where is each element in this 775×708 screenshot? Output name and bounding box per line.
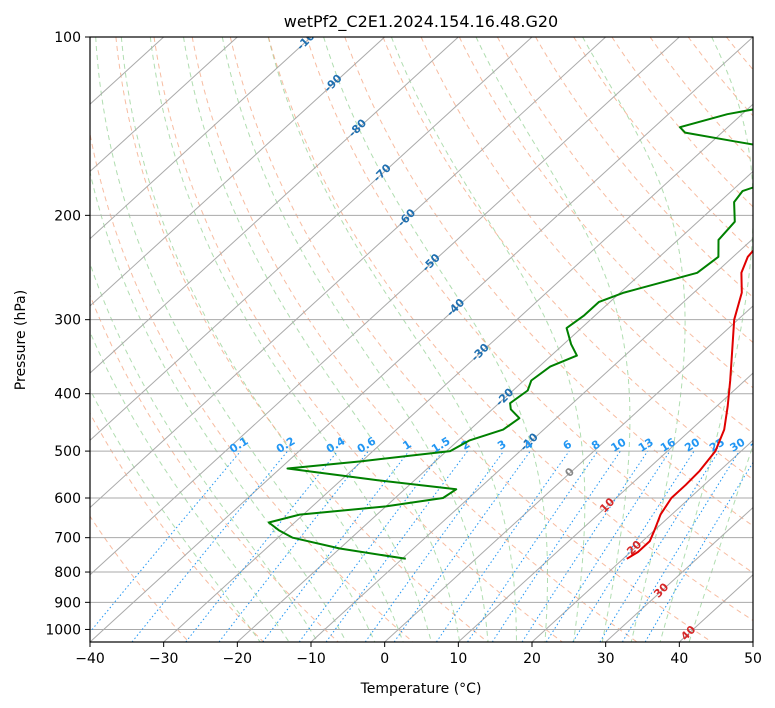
mixing-ratio-line (131, 450, 288, 642)
mixing-ratio-lines (90, 450, 753, 642)
mixing-ratio-line (467, 450, 599, 642)
x-tick-label: 30 (597, 651, 615, 667)
dry-adiabat-line (611, 37, 753, 208)
moist-adiabat-line (582, 37, 686, 642)
moist-adiabat-line (90, 169, 347, 642)
dry-adiabat-line (344, 37, 753, 527)
dry-adiabat-line (90, 412, 264, 642)
mixing-ratio-line (364, 450, 505, 642)
profiles (267, 108, 753, 560)
moist-adiabat-line (90, 330, 290, 642)
temperature-profile-line (626, 249, 753, 560)
x-tick-label: 50 (744, 651, 762, 667)
isotherm-line (90, 37, 459, 374)
moist-adiabat-line (323, 37, 548, 642)
moist-adiabat-line (221, 37, 489, 642)
dry-adiabat-line (649, 37, 753, 163)
plot-frame (89, 36, 754, 643)
x-tick-label: 0 (380, 651, 389, 667)
dry-adiabat-line (90, 131, 414, 642)
y-tick-label: 600 (54, 491, 81, 507)
dry-adiabat-line (153, 37, 563, 642)
y-tick-label: 200 (54, 208, 81, 224)
x-tick-label: −30 (149, 651, 179, 667)
dewpoint-profile-line (267, 108, 753, 560)
dry-adiabat-line (535, 37, 753, 298)
dry-adiabat-line (382, 37, 753, 481)
y-tick-label: 300 (54, 313, 81, 329)
isotherm-line (90, 37, 607, 509)
mixing-ratio-label: 36 (748, 435, 768, 454)
dry-adiabat-line (496, 37, 753, 344)
mixing-ratio-line (621, 450, 740, 642)
y-tick-label: 800 (54, 565, 81, 581)
isotherm-line (90, 37, 753, 642)
moist-adiabat-line (390, 37, 586, 642)
x-axis-ticks: −40 −30 −20 −10 0 10 20 30 40 50 (75, 642, 762, 667)
x-tick-label: 40 (670, 651, 688, 667)
mixing-ratio-line (298, 450, 444, 642)
y-tick-label: 500 (54, 444, 81, 460)
y-tick-label: 900 (54, 595, 81, 611)
moist-adiabat-line (90, 388, 261, 642)
y-axis-label: Pressure (hPa) (13, 290, 29, 390)
isotherm-line (90, 37, 386, 307)
isotherm-line (310, 237, 753, 642)
x-axis-label: Temperature (°C) (360, 681, 482, 697)
moist-adiabat-line (688, 443, 753, 642)
mixing-ratio-line (572, 450, 695, 642)
moist-adiabat-line (659, 37, 753, 642)
x-tick-label: −10 (296, 651, 326, 667)
y-tick-label: 400 (54, 387, 81, 403)
mixing-ratio-line (90, 450, 242, 633)
isotherm-line (90, 37, 312, 240)
isotherm-line (531, 439, 753, 642)
moist-adiabat-line (120, 37, 404, 642)
y-tick-label: 100 (54, 30, 81, 46)
isotherm-line (90, 37, 238, 173)
dry-adiabats (90, 37, 753, 642)
x-tick-label: 20 (523, 651, 541, 667)
mixing-ratio-line (545, 450, 671, 642)
moist-adiabat-line (475, 37, 631, 642)
x-tick-label: −20 (223, 651, 253, 667)
mixing-ratio-line (262, 450, 410, 642)
mixing-ratio-line (325, 450, 468, 642)
isotherm-line (605, 506, 753, 642)
mixing-ratio-line (491, 450, 621, 642)
moist-adiabat-line (90, 262, 319, 642)
y-axis-ticks: 1000 900 800 700 600 500 400 300 200 100 (45, 30, 90, 638)
isotherm-line (90, 37, 533, 442)
dry-adiabat-line (268, 37, 753, 622)
mixing-ratio-line (185, 450, 338, 642)
dry-adiabat-line (115, 37, 488, 642)
isotherm-line (384, 305, 753, 642)
dry-adiabat-line (306, 37, 753, 574)
x-tick-label: −40 (75, 651, 105, 667)
mixing-ratio-line (393, 450, 531, 642)
mixing-ratio-line (435, 450, 570, 642)
chart-title: wetPf2_C2E1.2024.154.16.48.G20 (284, 12, 558, 32)
dry-adiabat-line (90, 515, 190, 642)
y-tick-label: 700 (54, 531, 81, 547)
y-tick-label: 1000 (45, 622, 81, 638)
dry-adiabat-line (229, 37, 712, 642)
isotherm-line (457, 372, 753, 642)
dry-adiabat-line (191, 37, 638, 642)
x-tick-label: 10 (449, 651, 467, 667)
isotherm-line (90, 37, 680, 576)
mixing-ratio-line (521, 450, 649, 642)
